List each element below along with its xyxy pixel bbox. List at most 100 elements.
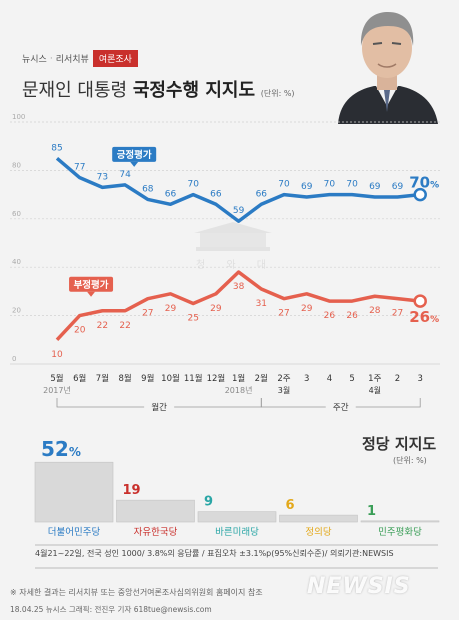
party-bar (34, 461, 114, 523)
x-tick-label: 2주 (277, 374, 290, 384)
x-group-label: 주간 (333, 402, 349, 413)
party-value-label: 9 (204, 495, 213, 510)
tag-separator-icon: · (49, 53, 53, 64)
x-tick-label: 7월 (96, 373, 109, 384)
x-sub-label: 2018년 (225, 385, 253, 395)
party-name-label: 민주평화당 (378, 527, 422, 538)
data-label: 25 (187, 314, 198, 324)
title-bold: 국정수행 지지도 (132, 80, 255, 101)
data-label: 27 (392, 309, 403, 319)
party-bar (116, 499, 195, 523)
y-tick-label: 60 (12, 210, 21, 218)
party-name-label: 바른미래당 (215, 527, 259, 538)
data-label: 27 (278, 309, 289, 319)
x-tick-label: 11월 (184, 373, 203, 384)
y-tick-label: 100 (12, 113, 25, 121)
reference-note: ※ 자세한 결과는 리서치뷰 또는 중앙선거여론조사심의위원회 홈페이지 참조 (10, 588, 263, 597)
data-label: 26 (324, 311, 336, 321)
data-label: 38 (233, 282, 245, 292)
data-label: 85 (51, 143, 62, 153)
page-title: 문재인 대통령 국정수행 지지도 (단위: %) (22, 76, 295, 102)
data-label: 73 (97, 172, 108, 182)
x-sub-label: 3월 (278, 385, 290, 395)
x-group-label-bg (325, 401, 356, 412)
x-tick-label: 3 (304, 374, 309, 384)
x-group-label: 월간 (151, 402, 167, 413)
party-bar (360, 520, 440, 523)
party-chart-title: 정당 지지도 (362, 435, 437, 453)
series-name-tag (69, 276, 114, 292)
party-bar (279, 514, 358, 523)
party-value-label: 1 (367, 504, 376, 519)
y-tick-label: 40 (12, 258, 21, 266)
data-label: 22 (97, 321, 108, 331)
data-label: 69 (392, 182, 404, 192)
data-label: 70 (187, 180, 199, 190)
x-tick-label: 6월 (73, 373, 86, 384)
data-label: 68 (142, 184, 154, 194)
x-tick-label: 2 (395, 374, 400, 384)
series-name-label: 긍정평가 (117, 149, 152, 161)
last-value-label: 70% (409, 174, 439, 192)
party-name-label: 더불어민주당 (48, 527, 101, 538)
party-chart-unit: (단위: %) (393, 456, 427, 465)
title-unit: (단위: %) (260, 89, 295, 98)
series-tag-pointer-icon (130, 161, 139, 167)
newsis-watermark: NEWSIS (307, 574, 411, 599)
y-tick-label: 20 (12, 307, 21, 315)
data-label: 29 (165, 304, 177, 314)
party-value-label: 6 (286, 498, 295, 513)
data-label: 66 (165, 189, 177, 199)
x-sub-label: 2017년 (43, 385, 71, 395)
data-label: 27 (142, 309, 153, 319)
x-tick-label: 5 (349, 374, 354, 384)
data-label: 70 (324, 180, 336, 190)
series-line (55, 270, 421, 341)
title-normal: 문재인 대통령 (22, 80, 133, 101)
party-name-label: 정의당 (305, 527, 331, 538)
y-tick-label: 0 (12, 355, 16, 363)
data-label: 59 (233, 206, 245, 216)
party-bar (197, 511, 277, 523)
president-portrait-icon (338, 12, 438, 124)
watermark-building-icon: 청 와 대 (194, 222, 275, 271)
svg-text:청 와 대: 청 와 대 (196, 259, 275, 271)
x-tick-label: 12월 (207, 373, 226, 384)
x-sub-label: 4월 (369, 385, 381, 395)
x-tick-label: 8월 (118, 373, 131, 384)
x-tick-label: 5월 (50, 373, 63, 384)
series-tag-pointer-icon (87, 291, 96, 297)
graphic-credit: 18.04.25 뉴시스 그래픽: 전진우 기자 618tue@newsis.c… (10, 605, 212, 614)
party-value-label: 19 (123, 483, 141, 498)
data-label: 74 (119, 170, 131, 180)
data-label: 70 (278, 180, 290, 190)
data-label: 28 (369, 306, 381, 316)
data-label: 31 (256, 299, 267, 309)
approval-chart: 청 와 대 0 20 40 60 80 100 5월 2017년 6월 7월 8월 9월 10월 11월… (10, 113, 440, 413)
tag-researchview: 리서치뷰 (55, 55, 89, 65)
survey-note: 4월21~22일, 전국 성인 1000/ 3.8%의 응답률 / 표집오차 ±… (35, 549, 394, 558)
data-label: 10 (51, 350, 63, 360)
data-label: 26 (346, 311, 358, 321)
data-label: 69 (301, 182, 313, 192)
data-label: 66 (256, 189, 268, 199)
data-label: 70 (346, 180, 358, 190)
data-label: 66 (210, 189, 222, 199)
x-tick-label: 4 (327, 374, 332, 384)
x-group-label-bg (144, 401, 175, 412)
x-tick-label: 1월 (232, 373, 245, 384)
last-value-label: 26% (409, 308, 439, 326)
series-name-label: 부정평가 (74, 279, 109, 291)
x-tick-label: 2월 (255, 373, 268, 384)
series-line (55, 156, 421, 223)
data-label: 22 (119, 321, 130, 331)
party-name-label: 자유한국당 (134, 527, 178, 538)
poll-badge: 여론조사 (92, 50, 138, 67)
data-label: 29 (210, 304, 222, 314)
x-tick-label: 9월 (141, 373, 154, 384)
data-point (413, 294, 427, 308)
footer-divider (35, 544, 438, 569)
data-label: 77 (74, 163, 85, 173)
